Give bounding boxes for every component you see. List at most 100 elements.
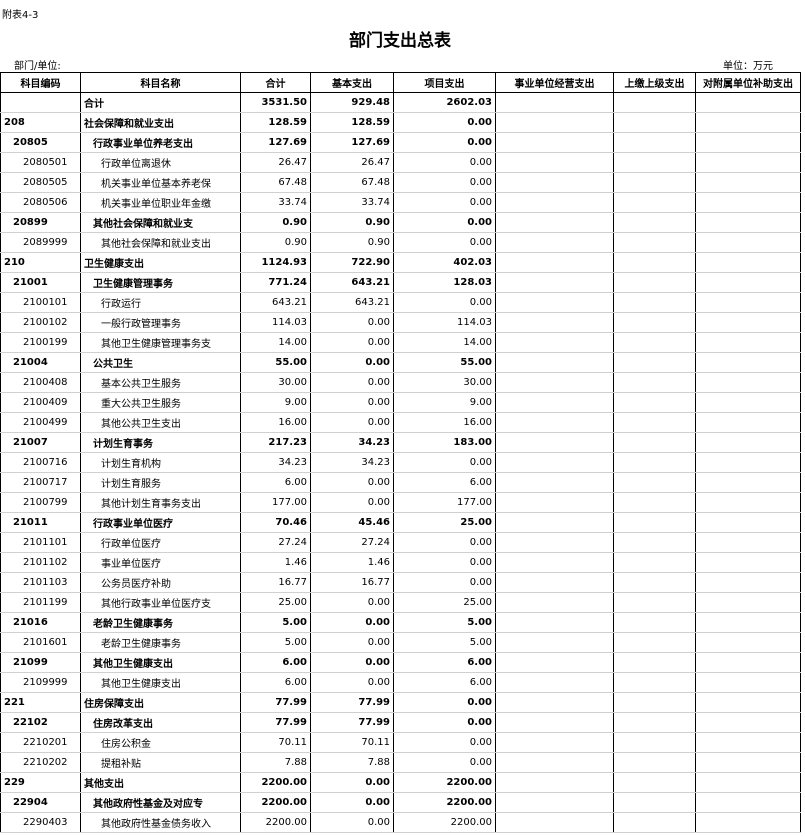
code-cell: 2101101 xyxy=(0,532,81,553)
project-cell: 0.00 xyxy=(393,292,496,313)
empty-cell xyxy=(695,292,801,313)
name-cell: 老龄卫生健康事务 xyxy=(80,632,241,653)
table-row: 20805 行政事业单位养老支出 127.69 127.69 0.00 xyxy=(0,132,801,153)
project-cell: 0.00 xyxy=(393,192,496,213)
project-cell: 0.00 xyxy=(393,112,496,133)
empty-cell xyxy=(695,732,801,753)
empty-cell xyxy=(495,472,614,493)
name-cell: 合计 xyxy=(80,92,241,113)
name-cell: 其他计划生育事务支出 xyxy=(80,492,241,513)
code-cell: 21004 xyxy=(0,352,81,373)
name-cell: 行政事业单位养老支出 xyxy=(80,132,241,153)
code-cell: 2100199 xyxy=(0,332,81,353)
empty-cell xyxy=(495,212,614,233)
empty-cell xyxy=(495,632,614,653)
empty-cell xyxy=(495,152,614,173)
project-cell: 183.00 xyxy=(393,432,496,453)
basic-cell: 0.00 xyxy=(310,412,394,433)
table-row: 221 住房保障支出 77.99 77.99 0.00 xyxy=(0,692,801,713)
title: 部门支出总表 xyxy=(349,31,451,51)
name-cell: 老龄卫生健康事务 xyxy=(80,612,241,633)
code-cell: 2100409 xyxy=(0,392,81,413)
code-cell: 2080506 xyxy=(0,192,81,213)
empty-cell xyxy=(695,252,801,273)
total-cell: 2200.00 xyxy=(240,812,311,833)
empty-cell xyxy=(695,512,801,533)
name-cell: 卫生健康支出 xyxy=(80,252,241,273)
project-cell: 402.03 xyxy=(393,252,496,273)
empty-cell xyxy=(695,592,801,613)
empty-cell xyxy=(695,532,801,553)
name-cell: 重大公共卫生服务 xyxy=(80,392,241,413)
code-cell xyxy=(0,92,81,113)
empty-cell xyxy=(613,92,696,113)
code-cell: 2290403 xyxy=(0,812,81,833)
basic-cell: 0.00 xyxy=(310,612,394,633)
total-cell: 127.69 xyxy=(240,132,311,153)
project-cell: 0.00 xyxy=(393,572,496,593)
empty-cell xyxy=(495,692,614,713)
code-cell: 22904 xyxy=(0,792,81,813)
empty-cell xyxy=(495,492,614,513)
empty-cell xyxy=(695,192,801,213)
empty-cell xyxy=(495,112,614,133)
name-cell: 公务员医疗补助 xyxy=(80,572,241,593)
project-cell: 25.00 xyxy=(393,512,496,533)
empty-cell xyxy=(495,412,614,433)
code-cell: 2109999 xyxy=(0,672,81,693)
project-cell: 6.00 xyxy=(393,472,496,493)
total-cell: 25.00 xyxy=(240,592,311,613)
name-cell: 行政单位离退休 xyxy=(80,152,241,173)
table-row: 208 社会保障和就业支出 128.59 128.59 0.00 xyxy=(0,112,801,133)
name-cell: 其他公共卫生支出 xyxy=(80,412,241,433)
name-cell: 其他卫生健康管理事务支 xyxy=(80,332,241,353)
empty-cell xyxy=(495,752,614,773)
project-cell: 5.00 xyxy=(393,632,496,653)
empty-cell xyxy=(695,432,801,453)
empty-cell xyxy=(613,472,696,493)
name-cell: 行政单位医疗 xyxy=(80,532,241,553)
expense-table: 科目编码 科目名称 合计 基本支出 项目支出 事业单位经营支出 上缴上级支出 对附属单位补助支… xyxy=(0,72,801,833)
empty-cell xyxy=(695,112,801,133)
basic-cell: 27.24 xyxy=(310,532,394,553)
empty-cell xyxy=(613,212,696,233)
project-cell: 25.00 xyxy=(393,592,496,613)
empty-cell xyxy=(495,372,614,393)
empty-cell xyxy=(613,432,696,453)
total-cell: 128.59 xyxy=(240,112,311,133)
empty-cell xyxy=(695,692,801,713)
table-row: 229 其他支出 2200.00 0.00 2200.00 xyxy=(0,772,801,793)
total-cell: 77.99 xyxy=(240,712,311,733)
name-cell: 住房保障支出 xyxy=(80,692,241,713)
table-row: 210 卫生健康支出 1124.93 722.90 402.03 xyxy=(0,252,801,273)
name-cell: 其他支出 xyxy=(80,772,241,793)
table-row: 2290403 其他政府性基金债务收入 2200.00 0.00 2200.00 xyxy=(0,812,801,833)
basic-cell: 0.00 xyxy=(310,652,394,673)
code-cell: 20899 xyxy=(0,212,81,233)
empty-cell xyxy=(495,712,614,733)
empty-cell xyxy=(495,512,614,533)
empty-cell xyxy=(695,612,801,633)
total-cell: 5.00 xyxy=(240,632,311,653)
basic-cell: 0.00 xyxy=(310,772,394,793)
code-cell: 2080501 xyxy=(0,152,81,173)
table-row: 2100408 基本公共卫生服务 30.00 0.00 30.00 xyxy=(0,372,801,393)
total-cell: 16.77 xyxy=(240,572,311,593)
name-cell: 卫生健康管理事务 xyxy=(80,272,241,293)
table-row: 21011 行政事业单位医疗 70.46 45.46 25.00 xyxy=(0,512,801,533)
column-header: 科目名称 xyxy=(80,72,241,93)
project-cell: 14.00 xyxy=(393,332,496,353)
empty-cell xyxy=(613,132,696,153)
empty-cell xyxy=(613,292,696,313)
code-cell: 21007 xyxy=(0,432,81,453)
empty-cell xyxy=(495,192,614,213)
empty-cell xyxy=(495,392,614,413)
total-cell: 70.11 xyxy=(240,732,311,753)
name-cell: 基本公共卫生服务 xyxy=(80,372,241,393)
name-cell: 机关事业单位职业年金缴 xyxy=(80,192,241,213)
empty-cell xyxy=(695,412,801,433)
name-cell: 其他社会保障和就业支 xyxy=(80,212,241,233)
empty-cell xyxy=(613,572,696,593)
basic-cell: 0.00 xyxy=(310,792,394,813)
total-cell: 177.00 xyxy=(240,492,311,513)
